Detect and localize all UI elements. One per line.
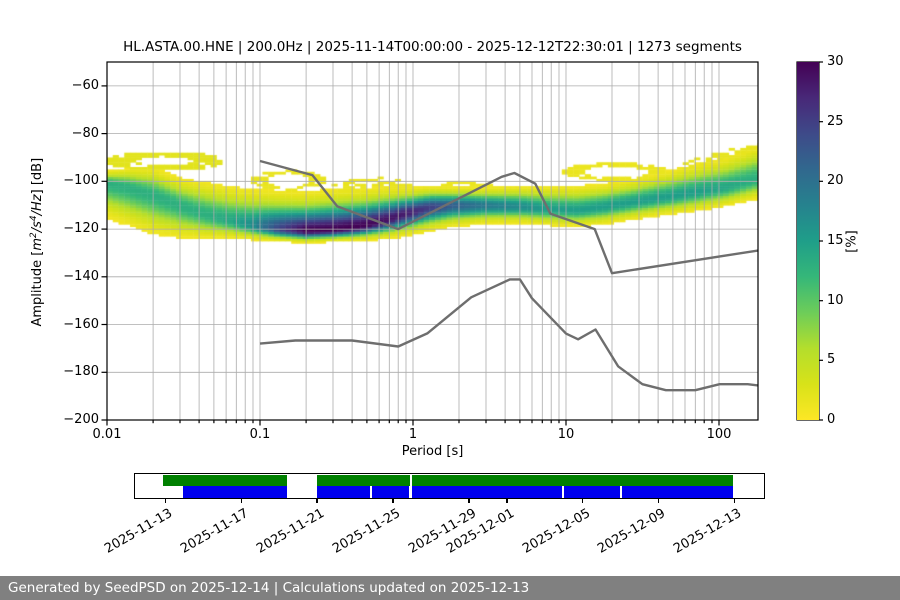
- timeline-date-label: 2025-11-17: [178, 505, 252, 557]
- timeline-segment-psd-coverage: [411, 486, 563, 498]
- timeline-tick: [468, 498, 470, 503]
- x-tick-label: 0.1: [249, 427, 271, 442]
- x-tick-label: 100: [706, 427, 732, 442]
- timeline-date-label: 2025-12-13: [671, 505, 745, 557]
- timeline-segment-data-availability: [316, 474, 410, 486]
- timeline-date-label: 2025-11-25: [329, 505, 403, 557]
- plot-title: HL.ASTA.00.HNE | 200.0Hz | 2025-11-14T00…: [123, 39, 742, 55]
- timeline-segment-psd-coverage: [183, 486, 287, 498]
- timeline-tick: [582, 498, 584, 503]
- y-tick-label: −80: [71, 125, 99, 141]
- timeline-segment-psd-coverage: [621, 486, 733, 498]
- footer-bar: Generated by SeedPSD on 2025-12-14 | Cal…: [0, 576, 900, 600]
- y-tick-label: −60: [71, 77, 99, 93]
- colorbar-tick-label: 20: [827, 173, 844, 189]
- timeline-tick: [658, 498, 660, 503]
- y-tick-label: −140: [63, 268, 99, 284]
- timeline-segment-psd-coverage: [371, 486, 410, 498]
- timeline-segment-psd-coverage: [564, 486, 620, 498]
- timeline-tick: [316, 498, 318, 503]
- colorbar-label: [%]: [844, 230, 860, 253]
- timeline-tick: [506, 498, 508, 503]
- timeline-segment-data-availability: [163, 474, 287, 486]
- colorbar-tick-label: 15: [827, 233, 844, 248]
- timeline-tick: [164, 498, 166, 503]
- y-tick-label: −120: [63, 221, 99, 237]
- timeline-date-label: 2025-12-05: [519, 505, 593, 557]
- y-tick-label: −160: [63, 316, 99, 332]
- y-axis-label: Amplitude [m2/s4/Hz] [dB]: [28, 157, 46, 327]
- x-tick-label: 1: [408, 427, 418, 442]
- timeline-date-label: 2025-11-13: [102, 505, 176, 557]
- timeline-date-label: 2025-11-21: [254, 505, 327, 557]
- colorbar-tick-label: 10: [827, 292, 844, 308]
- colorbar-tick-label: 30: [827, 54, 844, 69]
- colorbar-gradient: [797, 62, 819, 420]
- y-tick-label: −180: [63, 364, 99, 380]
- x-axis-label: Period [s]: [401, 444, 464, 459]
- timeline-segment-data-availability: [411, 474, 733, 486]
- y-tick-label: −200: [63, 412, 99, 427]
- timeline-tick: [392, 498, 394, 503]
- footer-text: Generated by SeedPSD on 2025-12-14 | Cal…: [8, 580, 530, 596]
- psd-histogram-canvas: [107, 62, 758, 420]
- timeline-date-label: 2025-12-09: [595, 505, 669, 557]
- x-tick-label: 0.01: [92, 427, 122, 442]
- colorbar-tick-label: 5: [827, 352, 836, 368]
- colorbar-tick-label: 25: [827, 113, 844, 129]
- colorbar-tick-label: 0: [827, 412, 836, 427]
- x-tick-label: 10: [557, 427, 575, 442]
- y-tick-label: −100: [63, 173, 99, 189]
- timeline-segment-psd-coverage: [316, 486, 370, 498]
- timeline-tick: [240, 498, 242, 503]
- timeline-tick: [733, 498, 736, 503]
